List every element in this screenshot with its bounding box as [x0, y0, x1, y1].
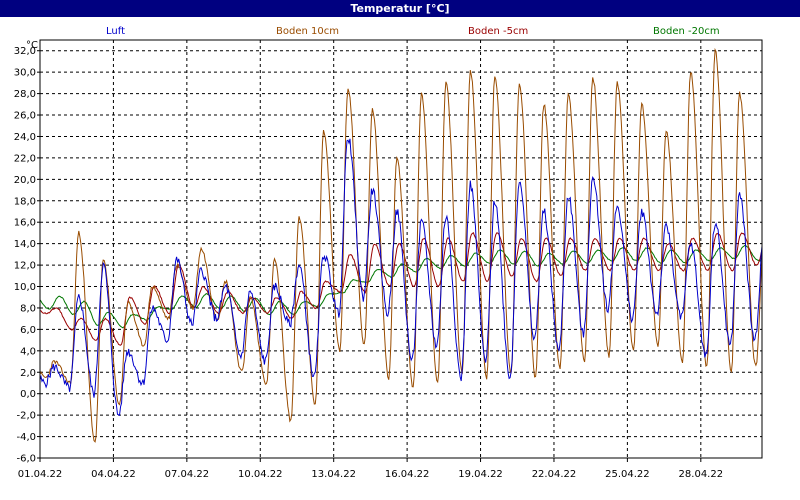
- legend-boden-10cm: Boden 10cm: [276, 26, 339, 37]
- y-tick-label: 26,0: [14, 111, 36, 122]
- y-tick-label: 28,0: [14, 89, 36, 100]
- x-tick-label: 07.04.22: [165, 469, 210, 480]
- x-tick-label: 22.04.22: [532, 469, 577, 480]
- x-tick-label: 10.04.22: [238, 469, 283, 480]
- plot-border: [39, 39, 763, 459]
- series-line-boden-20cm: [39, 245, 763, 329]
- y-tick-label: -2,0: [16, 411, 36, 422]
- series-line-boden-5cm: [39, 232, 763, 346]
- y-tick-label: -6,0: [16, 454, 36, 465]
- y-tick-label: 6,0: [20, 325, 36, 336]
- y-tick-label: 22,0: [14, 153, 36, 164]
- y-tick-label: 4,0: [20, 346, 36, 357]
- x-tick-label: 28.04.22: [679, 469, 724, 480]
- y-tick-label: 20,0: [14, 175, 36, 186]
- x-tick-label: 04.04.22: [91, 469, 136, 480]
- x-tick-label: 01.04.22: [18, 469, 63, 480]
- chart-title: Temperatur [°C]: [0, 0, 800, 17]
- x-tick-label: 16.04.22: [385, 469, 430, 480]
- series-line-boden-10cm: [39, 47, 763, 443]
- y-unit-label: °C: [26, 40, 38, 51]
- y-tick-label: 10,0: [14, 282, 36, 293]
- y-tick-label: 0,0: [20, 389, 36, 400]
- y-tick-label: 16,0: [14, 218, 36, 229]
- y-tick-label: 12,0: [14, 261, 36, 272]
- series-line-luft: [39, 138, 763, 417]
- legend-luft: Luft: [106, 26, 125, 37]
- x-tick-label: 19.04.22: [458, 469, 503, 480]
- legend-boden-20cm: Boden -20cm: [653, 26, 720, 37]
- y-tick-label: 24,0: [14, 132, 36, 143]
- legend-boden-5cm: Boden -5cm: [468, 26, 529, 37]
- y-tick-label: -4,0: [16, 432, 36, 443]
- y-tick-label: 8,0: [20, 303, 36, 314]
- plot-area: [39, 39, 763, 459]
- y-tick-label: 2,0: [20, 368, 36, 379]
- y-tick-label: 14,0: [14, 239, 36, 250]
- y-tick-label: 30,0: [14, 68, 36, 79]
- x-tick-label: 25.04.22: [605, 469, 650, 480]
- y-tick-label: 18,0: [14, 196, 36, 207]
- y-tick-label: 32,0: [14, 46, 36, 57]
- x-tick-label: 13.04.22: [311, 469, 356, 480]
